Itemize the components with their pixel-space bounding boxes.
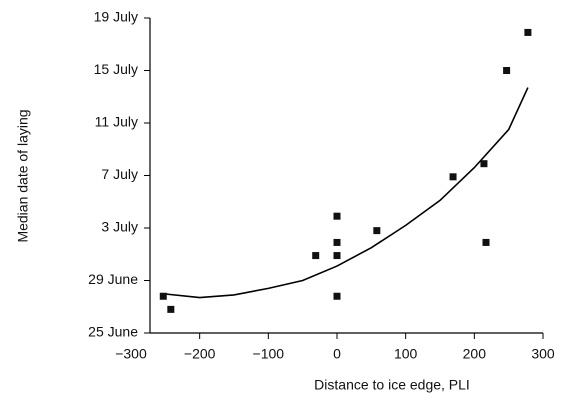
point <box>312 252 320 260</box>
point <box>167 305 175 313</box>
x-tick-label: 0 <box>333 346 341 362</box>
point <box>480 160 488 168</box>
x-axis-label: Distance to ice edge, PLI <box>314 377 470 393</box>
y-tick-label: 15 July <box>94 61 138 77</box>
y-axis-label: Median date of laying <box>15 109 31 242</box>
point <box>333 238 341 246</box>
y-tick-label: 29 June <box>88 271 138 287</box>
x-tick-label: −300 <box>115 346 147 362</box>
point <box>159 292 167 300</box>
y-tick-label: 19 July <box>94 9 138 25</box>
y-tick-label: 25 June <box>88 324 138 340</box>
x-tick-label: −200 <box>184 346 216 362</box>
point <box>333 212 341 220</box>
y-tick-label: 3 July <box>101 219 138 235</box>
x-tick-label: 100 <box>394 346 418 362</box>
point <box>333 252 341 260</box>
x-tick-label: −100 <box>253 346 285 362</box>
point <box>373 227 381 235</box>
point <box>524 28 532 36</box>
point <box>482 238 490 246</box>
point <box>503 67 511 74</box>
y-tick-label: 11 July <box>95 114 138 130</box>
x-tick-label: 300 <box>531 346 555 362</box>
x-tick-label: 200 <box>463 346 487 362</box>
y-tick-label: 7 July <box>101 166 138 182</box>
point <box>449 173 457 181</box>
fit-line <box>161 87 529 299</box>
point <box>333 292 341 300</box>
